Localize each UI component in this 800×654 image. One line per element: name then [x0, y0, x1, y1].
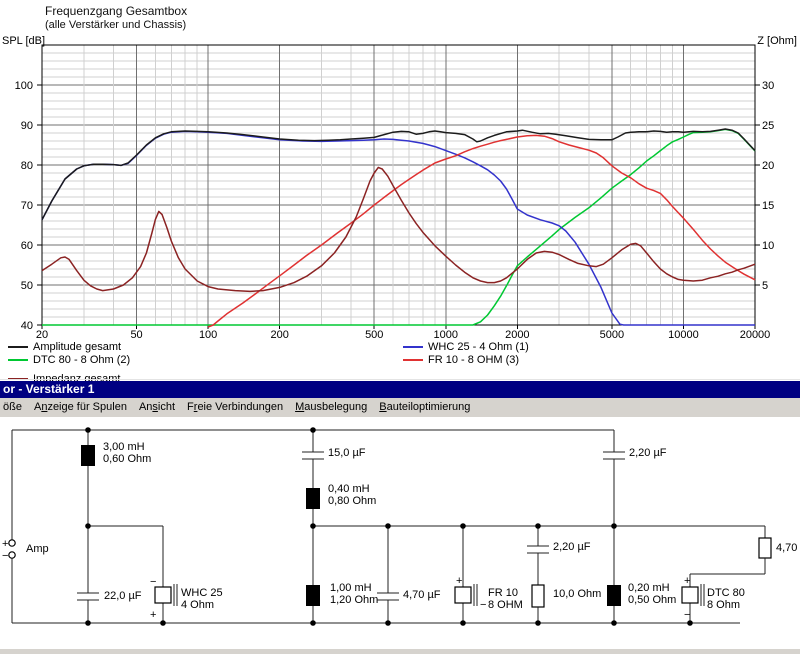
amp-plus-terminal[interactable]: [8, 539, 16, 547]
svg-text:10,0 Ohm: 10,0 Ohm: [553, 588, 601, 600]
svg-text:4,70 Ohm: 4,70 Ohm: [776, 542, 800, 554]
svg-text:0,50 Ohm: 0,50 Ohm: [628, 594, 676, 606]
svg-text:22,0 µF: 22,0 µF: [104, 590, 142, 602]
svg-text:20000: 20000: [740, 329, 771, 340]
svg-text:0,60 Ohm: 0,60 Ohm: [103, 453, 151, 465]
menu-bar: öße Anzeige für Spulen Ansicht Freie Verbin…: [0, 398, 800, 418]
svg-text:0,40 mH: 0,40 mH: [328, 483, 370, 495]
svg-text:4 Ohm: 4 Ohm: [181, 599, 214, 611]
legend-line-marker: [403, 358, 423, 361]
svg-text:10000: 10000: [668, 329, 699, 340]
svg-text:−: −: [150, 576, 156, 588]
bottom-strip: [0, 648, 800, 654]
svg-text:FR 10: FR 10: [488, 587, 518, 599]
svg-text:1,00 mH: 1,00 mH: [330, 582, 372, 594]
curve-impedanz-gesamt: [41, 166, 756, 293]
legend-item: FR 10 - 8 OHM (3): [403, 353, 519, 366]
legend-line-marker: [8, 377, 28, 380]
svg-text:15,0 µF: 15,0 µF: [328, 447, 366, 459]
amp-minus-terminal[interactable]: [8, 551, 16, 559]
chart-subtitle: (alle Verstärker und Chassis): [45, 19, 187, 31]
svg-text:40: 40: [21, 320, 33, 332]
legend-label: DTC 80 - 8 Ohm (2): [33, 353, 131, 366]
svg-text:50: 50: [21, 280, 33, 292]
svg-text:+: +: [150, 609, 156, 621]
svg-text:4,70 µF: 4,70 µF: [403, 589, 441, 601]
svg-text:+: +: [456, 575, 462, 587]
svg-text:20: 20: [36, 329, 48, 340]
frequency-response-chart: 20 50 100 200 500 1000 2000 5000 10000 20000 100 90…: [15, 44, 774, 340]
svg-text:1,20 Ohm: 1,20 Ohm: [330, 594, 378, 606]
svg-text:8 Ohm: 8 Ohm: [707, 599, 740, 611]
svg-text:2,20 µF: 2,20 µF: [629, 447, 667, 459]
svg-text:−: −: [480, 599, 486, 611]
svg-text:25: 25: [762, 120, 774, 132]
legend-line-marker: [8, 345, 28, 348]
legend-label: WHC 25 - 4 Ohm (1): [428, 340, 529, 353]
svg-text:−: −: [2, 550, 8, 562]
menu-item-mausbelegung[interactable]: Mausbelegung: [295, 401, 368, 413]
y-axis-left-label: SPL [dB]: [2, 35, 46, 47]
svg-text:3,00 mH: 3,00 mH: [103, 441, 145, 453]
svg-text:DTC 80: DTC 80: [707, 587, 745, 599]
svg-text:+: +: [2, 538, 8, 550]
legend-item: DTC 80 - 8 Ohm (2): [8, 353, 130, 366]
svg-text:70: 70: [21, 200, 33, 212]
svg-text:15: 15: [762, 200, 774, 212]
svg-text:500: 500: [365, 329, 383, 340]
chart-title: Frequenzgang Gesamtbox: [45, 4, 188, 18]
svg-text:5: 5: [762, 280, 768, 292]
svg-text:+: +: [684, 575, 690, 587]
svg-text:2,20 µF: 2,20 µF: [553, 541, 591, 553]
legend-label: FR 10 - 8 OHM (3): [428, 353, 520, 366]
svg-text:0,80 Ohm: 0,80 Ohm: [328, 495, 376, 507]
svg-text:8 OHM: 8 OHM: [488, 599, 523, 611]
svg-text:20: 20: [762, 160, 774, 172]
svg-text:50: 50: [130, 329, 142, 340]
y-axis-right-label: Z [Ohm]: [757, 35, 797, 47]
svg-text:200: 200: [270, 329, 288, 340]
menu-item-freie-verbindungen[interactable]: Freie Verbindungen: [187, 401, 284, 413]
curve-amplitude-gesamt: [41, 128, 756, 221]
svg-text:0,20 mH: 0,20 mH: [628, 582, 670, 594]
curve-fr-10-8-ohm-3-: [207, 134, 756, 328]
svg-text:100: 100: [199, 329, 217, 340]
menu-item-öße[interactable]: öße: [3, 401, 22, 413]
legend-line-marker: [403, 345, 423, 348]
window-title: or - Verstärker 1: [3, 382, 95, 396]
svg-text:10: 10: [762, 240, 774, 252]
svg-text:1000: 1000: [434, 329, 458, 340]
svg-text:Amp: Amp: [26, 543, 49, 555]
svg-text:WHC 25: WHC 25: [181, 587, 223, 599]
svg-text:5000: 5000: [600, 329, 624, 340]
menu-item-anzeige-für-spulen[interactable]: Anzeige für Spulen: [33, 401, 127, 413]
legend-item: Amplitude gesamt: [8, 340, 121, 353]
crossover-editor-window: or - Verstärker 1 öße Anzeige für Spulen A…: [0, 379, 800, 654]
svg-text:60: 60: [21, 240, 33, 252]
legend-item: WHC 25 - 4 Ohm (1): [403, 340, 529, 353]
svg-text:2000: 2000: [505, 329, 529, 340]
svg-text:90: 90: [21, 120, 33, 132]
menu-item-bauteiloptimierung[interactable]: Bauteiloptimierung: [379, 401, 471, 413]
window-titlebar[interactable]: or - Verstärker 1: [0, 381, 800, 398]
svg-text:−: −: [684, 609, 690, 621]
svg-text:100: 100: [15, 80, 33, 92]
legend-line-marker: [8, 358, 28, 361]
schematic-canvas[interactable]: + − Amp 3,00 mH 0,60 Ohm 22,0 µF − + WHC 25 4 Ohm…: [0, 417, 800, 648]
curve-dtc-80-8-ohm-2-: [42, 128, 756, 326]
legend-label: Amplitude gesamt: [33, 340, 122, 353]
svg-text:30: 30: [762, 80, 774, 92]
menu-item-ansicht[interactable]: Ansicht: [138, 401, 176, 413]
svg-text:80: 80: [21, 160, 33, 172]
